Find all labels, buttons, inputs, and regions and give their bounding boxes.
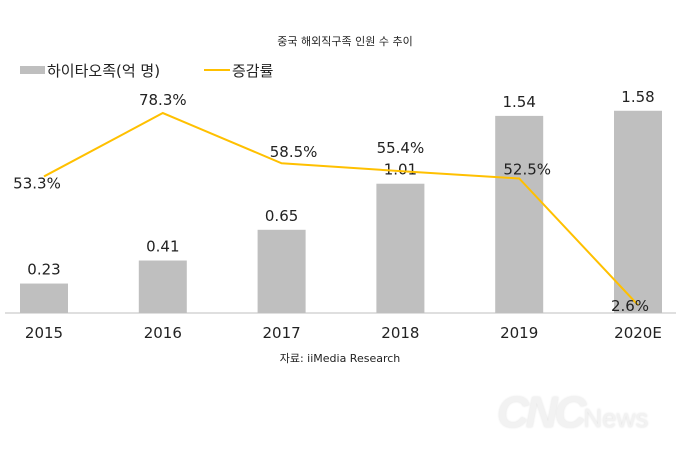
x-tick-label: 2018 — [381, 324, 419, 342]
growth-line — [43, 111, 639, 306]
line-value-label: 53.3% — [13, 174, 61, 192]
x-tick-label: 2019 — [500, 324, 538, 342]
bar — [257, 229, 306, 313]
bar — [614, 110, 662, 313]
x-tick-label: 2015 — [25, 324, 63, 342]
bar — [138, 260, 187, 313]
line-value-label: 58.5% — [270, 143, 318, 161]
chart-title: 중국 해외직구족 인원 수 추이 — [277, 34, 412, 48]
bar — [495, 115, 544, 313]
legend-bar-swatch — [20, 66, 45, 74]
legend-bar-label: 하이타오족(억 명) — [47, 62, 160, 80]
legend-line-label: 증감률 — [232, 62, 274, 80]
bar-value-label: 1.54 — [502, 93, 535, 111]
bar-value-label: 1.01 — [384, 161, 417, 179]
bar-value-label: 0.65 — [265, 207, 298, 225]
watermark-logo: CNCNews — [497, 388, 649, 437]
line-value-label: 78.3% — [139, 91, 187, 109]
source-note: 자료: iiMedia Research — [280, 352, 401, 365]
bar — [376, 183, 425, 313]
x-tick-label: 2020E — [614, 324, 662, 342]
x-tick-label: 2017 — [263, 324, 301, 342]
bar — [20, 283, 68, 313]
line-value-label: 55.4% — [377, 139, 425, 157]
x-tick-label: 2016 — [144, 324, 182, 342]
bar-value-label: 0.41 — [146, 238, 179, 256]
bar-value-label: 1.58 — [621, 88, 654, 106]
line-value-label: 52.5% — [503, 160, 551, 178]
bar-value-label: 0.23 — [27, 261, 60, 279]
line-value-label: 2.6% — [611, 297, 649, 315]
